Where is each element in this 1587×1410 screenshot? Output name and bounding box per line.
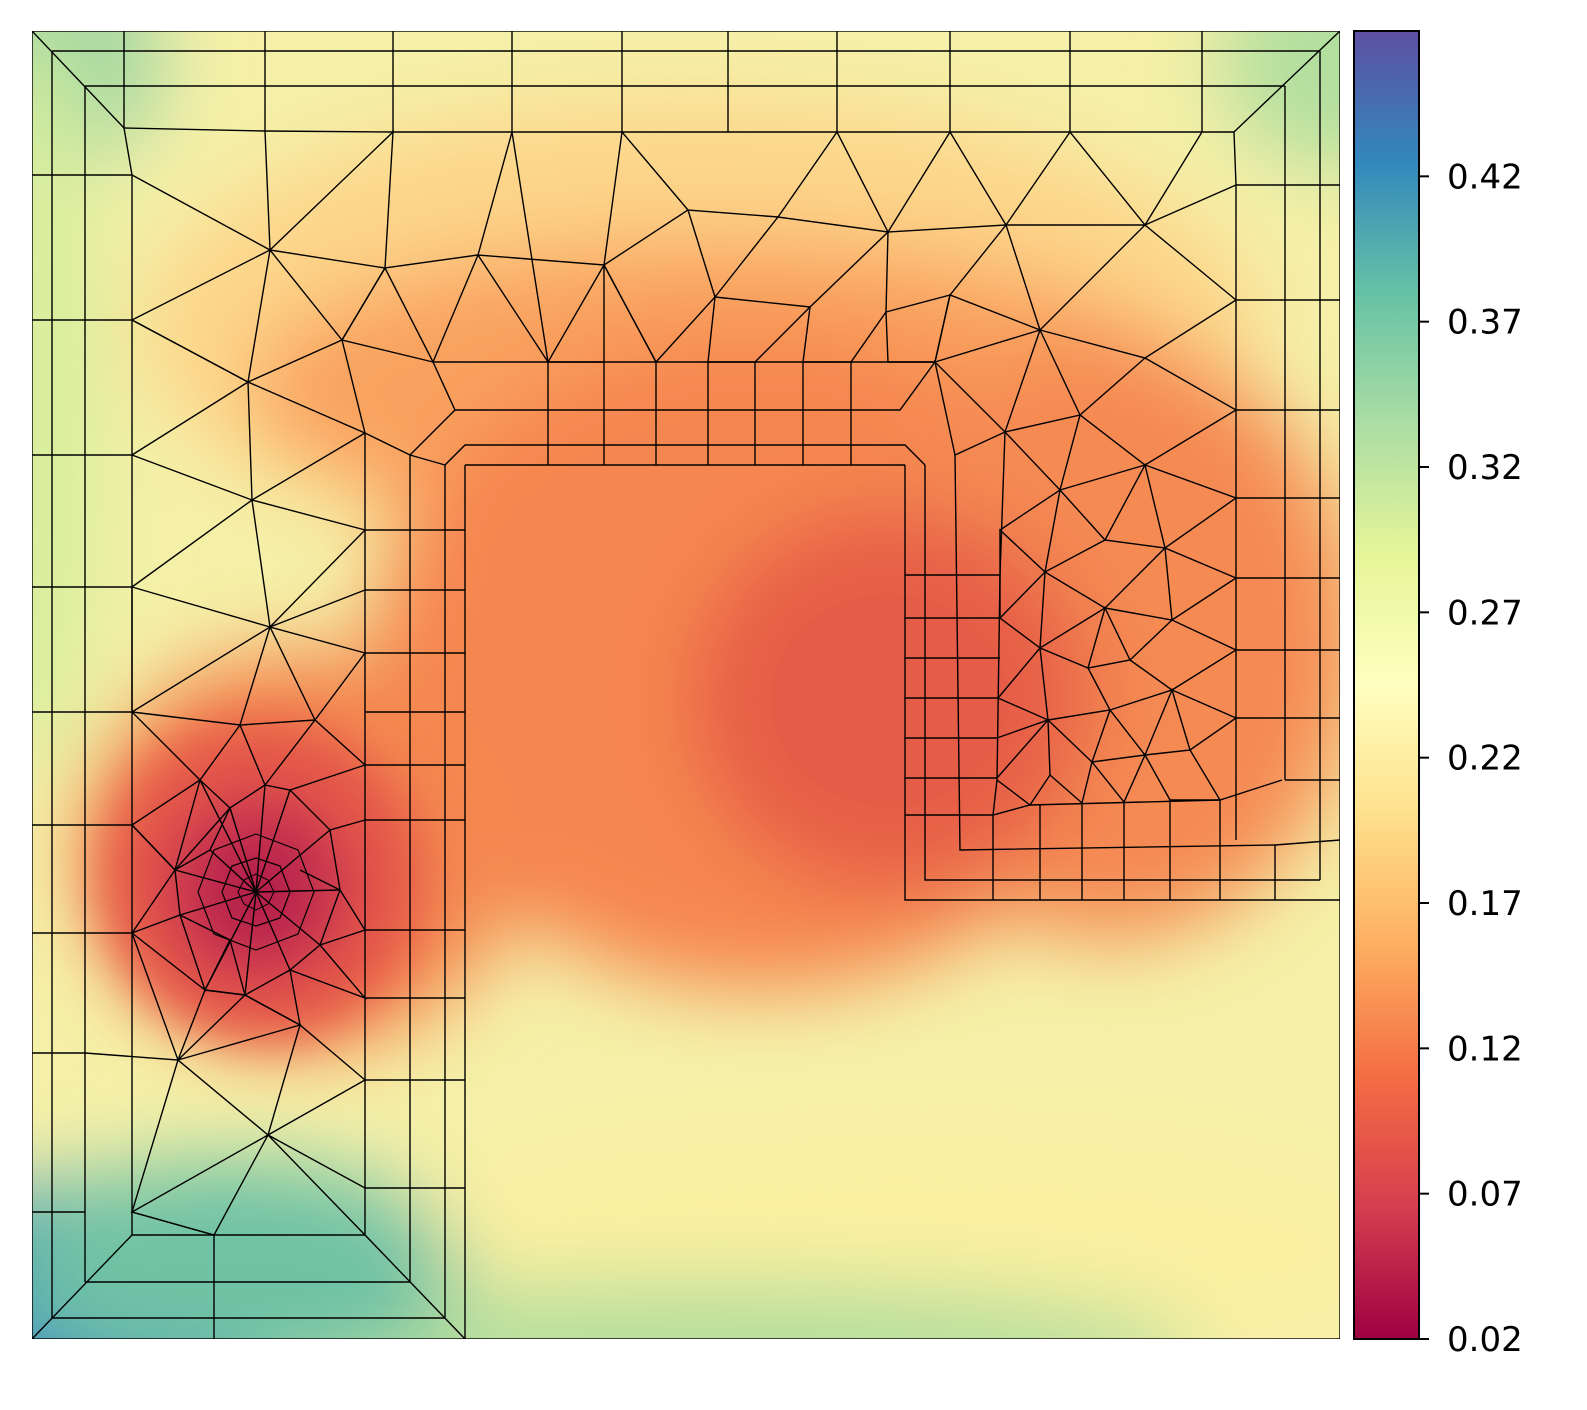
mesh-tri-left-2 xyxy=(264,764,367,947)
colorbar-tick-label: 0.32 xyxy=(1447,448,1523,488)
colorbar-tick-label: 0.37 xyxy=(1447,303,1523,343)
mesh-topchannel-1 xyxy=(432,361,936,411)
colorbar: 0.02 0.07 0.12 0.17 0.22 0.27 0.32 0.37 0.42 xyxy=(1353,30,1523,1360)
field-low-center xyxy=(690,510,1090,890)
mesh-tri-right-5 xyxy=(996,687,1238,807)
colorbar-tick-label: 0.22 xyxy=(1447,739,1523,779)
colorbar-tick-label: 0.02 xyxy=(1447,1320,1523,1360)
colorbar-tick-label: 0.42 xyxy=(1447,157,1523,197)
mesh-tri-upper-band-8 xyxy=(131,381,367,629)
mesh-right-inner-horizontals xyxy=(905,574,1276,900)
mesh-tri-upper-band-3 xyxy=(546,264,657,363)
colorbar-fill xyxy=(1354,31,1419,1339)
mesh-tri-upper-band-9 xyxy=(131,586,367,726)
mesh-tri-left-6 xyxy=(84,1052,179,1213)
mesh-right-inner-1 xyxy=(904,465,1340,901)
field-green-topright xyxy=(1220,31,1340,170)
mesh-left-horizontals xyxy=(32,174,132,1213)
mesh-refinement-spokes xyxy=(174,779,341,996)
contour-field xyxy=(32,31,1340,1339)
mesh-topchannel-corner xyxy=(364,432,446,466)
colorbar-ticks: 0.02 0.07 0.12 0.17 0.22 0.27 0.32 0.37 0.42 xyxy=(1419,157,1523,1360)
mesh-tri-right-4 xyxy=(996,528,1132,722)
mesh-tri-right-6 xyxy=(996,719,1051,776)
colorbar-frame xyxy=(1353,30,1420,1340)
field-green-bottomleft xyxy=(32,1160,460,1339)
mesh-topchannel-3 xyxy=(444,444,926,466)
mesh-right-outer-horizontals xyxy=(1236,184,1340,846)
mesh-refinement-rings xyxy=(197,833,315,951)
mesh-channel-horizontals xyxy=(365,529,465,1189)
mesh-topchannel-2 xyxy=(409,409,456,456)
mesh-tri-left-1 xyxy=(130,711,366,872)
mesh-tri-left-4 xyxy=(131,932,368,1062)
mesh-top-layer-3 xyxy=(123,127,1234,133)
colorbar-tick-label: 0.07 xyxy=(1447,1175,1523,1215)
mesh-tri-upper-band-2 xyxy=(707,294,951,363)
colorbar-tick-label: 0.27 xyxy=(1447,593,1523,633)
mesh-diag-bl xyxy=(32,1234,133,1339)
mesh-overlay xyxy=(32,31,1340,1339)
mesh-tri-left-5 xyxy=(130,994,367,1236)
mesh-tri-upper-band-6 xyxy=(246,339,367,435)
mesh-top-verticals xyxy=(123,31,1203,132)
mesh-diag-tl xyxy=(32,31,125,129)
colorbar-tick-label: 0.12 xyxy=(1447,1029,1523,1069)
mesh-diag-tr xyxy=(1233,31,1340,133)
mesh-right-inner-2 xyxy=(924,465,1320,881)
field-sharp-minimum xyxy=(102,720,422,1040)
mesh-diag-bl-inner xyxy=(364,1234,466,1339)
colorbar-tick-label: 0.17 xyxy=(1447,884,1523,924)
mesh-tri-upper-band-5 xyxy=(130,130,387,384)
